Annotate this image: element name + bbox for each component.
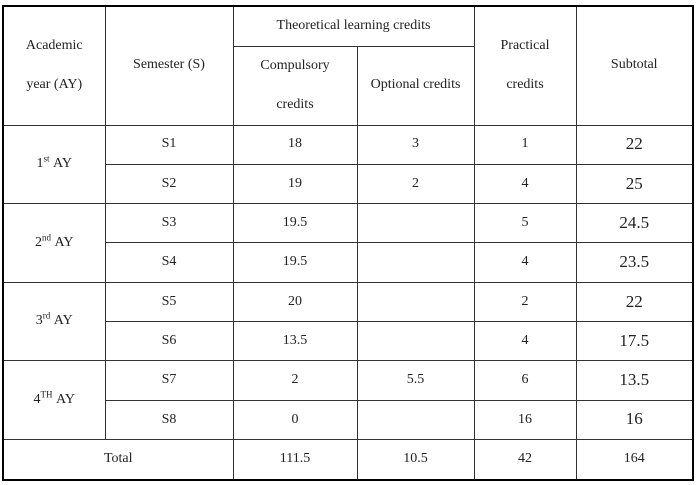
header-theoretical: Theoretical learning credits — [232, 7, 475, 47]
total-practical: 42 — [473, 439, 577, 479]
subtotal-cell: 22 — [575, 281, 692, 323]
total-compulsory: 111.5 — [232, 439, 358, 479]
optional-cell — [356, 281, 475, 323]
header-academic-year-line2: year (AY) — [26, 76, 83, 92]
year-ordinal: st — [43, 153, 50, 164]
table-row: S4 19.5 4 23.5 — [4, 242, 692, 283]
semester-cell: S4 — [105, 242, 234, 283]
year-number: 3 — [35, 313, 43, 329]
compulsory-cell: 13.5 — [232, 321, 358, 362]
optional-cell: 2 — [356, 163, 475, 205]
practical-cell: 4 — [473, 242, 577, 283]
subtotal-cell: 24.5 — [575, 203, 692, 244]
header-practical-line2: credits — [506, 76, 544, 92]
year-ordinal: TH — [40, 389, 53, 400]
header-compulsory-line2: credits — [276, 96, 314, 112]
subtotal-cell: 22 — [575, 124, 692, 165]
year-ordinal: nd — [42, 231, 52, 242]
year-suffix: AY — [53, 313, 73, 329]
year-number: 2 — [35, 234, 43, 250]
subtotal-cell: 16 — [575, 399, 692, 441]
compulsory-cell: 20 — [232, 281, 358, 323]
year-cell-4: 4TH AY — [4, 360, 106, 441]
header-practical-line1: Practical — [500, 38, 550, 54]
compulsory-cell: 19 — [232, 163, 358, 205]
compulsory-cell: 18 — [232, 124, 358, 165]
compulsory-cell: 0 — [232, 399, 358, 441]
subtotal-cell: 17.5 — [575, 321, 692, 362]
practical-cell: 4 — [473, 321, 577, 362]
year-number: 4 — [33, 391, 41, 407]
practical-cell: 4 — [473, 163, 577, 205]
year-cell-2: 2nd AY — [4, 203, 106, 283]
semester-cell: S2 — [105, 163, 234, 205]
compulsory-cell: 19.5 — [232, 203, 358, 244]
header-semester: Semester (S) — [104, 7, 234, 126]
table-row: S2 19 2 4 25 — [4, 163, 692, 205]
year-cell-3: 3rd AY — [4, 281, 106, 362]
optional-cell: 3 — [356, 124, 475, 165]
year-cell-1: 1st AY — [4, 124, 106, 205]
optional-cell — [356, 203, 475, 244]
header-compulsory: Compulsory credits — [233, 45, 358, 126]
optional-cell — [356, 242, 475, 283]
optional-cell — [356, 399, 475, 441]
optional-cell — [356, 321, 475, 362]
compulsory-cell: 2 — [232, 360, 358, 401]
semester-cell: S1 — [104, 124, 234, 165]
year-suffix: AY — [54, 234, 74, 250]
year-suffix: AY — [53, 155, 72, 171]
table-row: S8 0 16 16 — [4, 399, 692, 441]
practical-cell: 1 — [473, 124, 577, 165]
table-frame — [2, 5, 694, 481]
credits-table: Academic year (AY) Semester (S) Theoreti… — [4, 7, 692, 479]
year-suffix: AY — [56, 391, 75, 407]
table-row: 1st AY S1 18 3 1 22 — [4, 124, 692, 205]
header-academic-year-line1: Academic — [25, 38, 83, 54]
table-row: 3rd AY S5 20 2 22 — [4, 281, 692, 362]
year-ordinal: rd — [42, 310, 51, 321]
total-label: Total — [4, 439, 234, 479]
header-compulsory-line1: Compulsory — [260, 58, 330, 73]
table-row: S6 13.5 4 17.5 — [4, 321, 692, 362]
header-optional: Optional credits — [356, 45, 474, 126]
subtotal-cell: 25 — [575, 163, 692, 205]
practical-cell: 6 — [473, 360, 577, 401]
optional-cell: 5.5 — [356, 360, 475, 401]
practical-cell: 2 — [473, 281, 577, 323]
total-optional: 10.5 — [356, 439, 475, 479]
practical-cell: 5 — [473, 203, 577, 244]
practical-cell: 16 — [473, 399, 577, 441]
table-row: 2nd AY S3 19.5 5 24.5 — [4, 203, 692, 283]
header-academic-year: Academic year (AY) — [4, 7, 106, 126]
semester-cell: S8 — [105, 399, 234, 441]
semester-cell: S6 — [105, 321, 234, 362]
header-subtotal: Subtotal — [575, 7, 692, 126]
total-row: Total 111.5 10.5 42 164 — [4, 439, 692, 479]
subtotal-cell: 23.5 — [575, 242, 692, 283]
header-practical: Practical credits — [473, 7, 577, 126]
semester-cell: S7 — [104, 360, 234, 401]
table-row: 4TH AY S7 2 5.5 6 13.5 — [4, 360, 692, 441]
subtotal-cell: 13.5 — [575, 360, 692, 401]
compulsory-cell: 19.5 — [232, 242, 358, 283]
year-number: 1 — [36, 155, 44, 171]
total-subtotal: 164 — [575, 439, 692, 479]
semester-cell: S3 — [104, 203, 234, 244]
semester-cell: S5 — [104, 281, 234, 323]
